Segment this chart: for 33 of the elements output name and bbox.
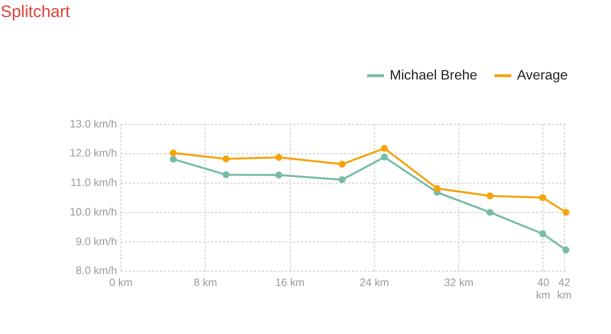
- legend-label: Michael Brehe: [390, 68, 478, 83]
- y-tick-label: 12.0 km/h: [70, 148, 118, 160]
- point: [275, 154, 282, 161]
- point: [222, 155, 230, 162]
- chart-title: Splitchart: [0, 2, 70, 22]
- y-tick-label: 10.0 km/h: [70, 206, 118, 218]
- x-tick-label: 32 km: [444, 276, 474, 289]
- x-tick-label: 0 km: [109, 276, 133, 289]
- point: [222, 171, 230, 178]
- point: [486, 192, 494, 200]
- legend-label: Average: [517, 68, 568, 83]
- x-tick-label: 40 km: [536, 276, 550, 302]
- point: [170, 150, 177, 156]
- point: [170, 156, 177, 163]
- y-tick-label: 8.0 km/h: [76, 265, 118, 278]
- point: [562, 208, 570, 216]
- y-tick-label: 9.0 km/h: [76, 236, 118, 248]
- point: [338, 160, 346, 168]
- point: [539, 230, 546, 238]
- point: [486, 208, 494, 216]
- y-tick-label: 13.0 km/h: [70, 118, 118, 130]
- point: [434, 185, 441, 192]
- x-tick-label: 42 km: [557, 276, 572, 302]
- point: [562, 246, 570, 254]
- x-tick-label: 24 km: [360, 276, 389, 289]
- point: [338, 176, 346, 184]
- x-tick-label: 16 km: [275, 276, 305, 289]
- point: [380, 144, 388, 152]
- point: [275, 172, 282, 178]
- point: [539, 194, 546, 202]
- x-tick-label: 8 km: [194, 276, 218, 289]
- point: [380, 154, 388, 161]
- y-tick-label: 11.0 km/h: [70, 177, 118, 190]
